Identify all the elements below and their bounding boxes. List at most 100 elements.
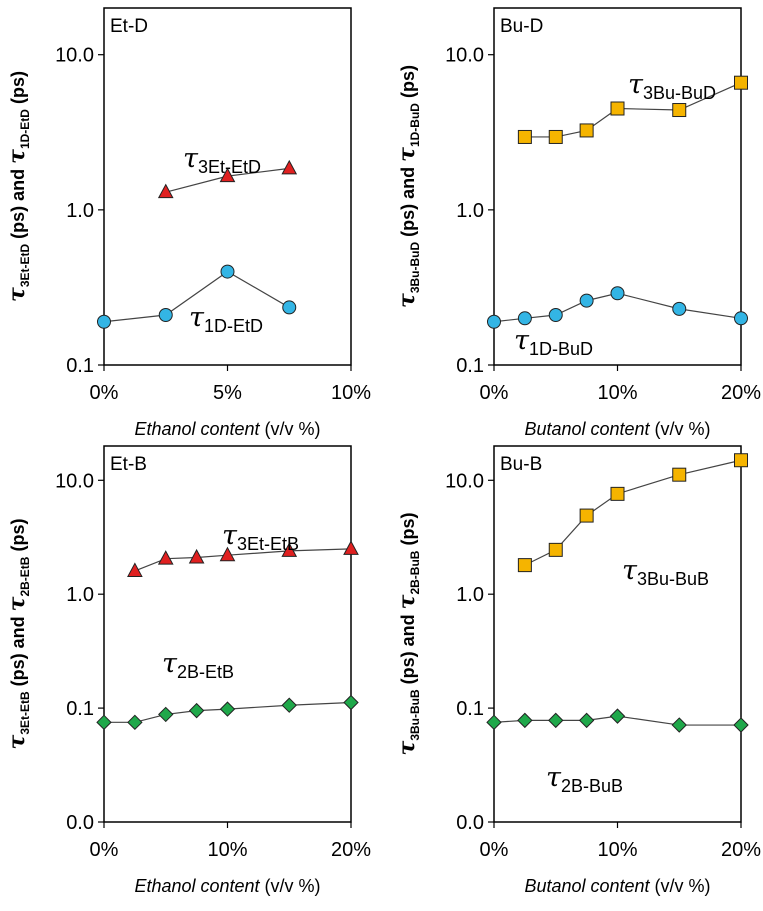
x-tick-label: 5% <box>213 382 242 404</box>
x-tick-label: 20% <box>721 382 761 404</box>
data-point-triangle <box>127 562 143 577</box>
data-point-triangle <box>281 542 298 557</box>
annotation-symbol: τ <box>222 520 238 551</box>
data-point-square <box>579 508 594 523</box>
x-axis-label-italic: Ethanol content <box>134 419 260 439</box>
data-point-square <box>734 75 748 90</box>
y-axis-symbol: τ <box>4 287 30 302</box>
data-point-diamond <box>486 714 502 731</box>
y-tick-label: 0.1 <box>456 355 484 377</box>
x-tick-label: 10% <box>331 382 371 404</box>
data-point-circle <box>734 311 748 326</box>
annotation-symbol: τ <box>183 143 199 174</box>
chart-panel-bu-b: Bu-B 0.0 0.1 1.0 10.0 0% 10% 20% Butanol content… <box>394 445 761 896</box>
y-axis-symbol: τ <box>4 734 30 749</box>
data-point-square <box>548 542 563 557</box>
x-axis-label: Butanol content (v/v %) <box>524 876 710 896</box>
data-point-diamond <box>127 714 143 731</box>
data-point-circle <box>517 311 532 326</box>
y-axis-label-text: (ps) <box>398 513 418 551</box>
corner-label: Bu-B <box>500 454 542 475</box>
series-annotation: τ1D-EtD <box>189 302 263 336</box>
y-axis-subscript: 1D-EtD <box>18 109 32 149</box>
annotation-subscript: 1D-BuD <box>529 339 593 359</box>
data-point-square <box>610 101 625 116</box>
data-point-diamond <box>158 706 174 723</box>
plot-frame <box>493 445 742 823</box>
corner-label: Et-D <box>110 16 148 37</box>
y-tick-label: 0.1 <box>66 355 94 377</box>
data-point-circle <box>97 314 111 329</box>
annotation-subscript: 3Bu-BuD <box>643 83 716 103</box>
series-annotation: τ2B-BuB <box>546 762 623 796</box>
y-axis-label: τ3Bu-BuD (ps) and τ1D-BuD (ps) <box>394 65 422 308</box>
x-tick-label: 20% <box>331 839 371 861</box>
y-axis-symbol: τ <box>394 293 420 308</box>
data-point-diamond <box>733 717 749 733</box>
data-point-circle <box>487 314 501 329</box>
x-axis-label: Ethanol content (v/v %) <box>134 419 320 439</box>
y-axis-symbol: τ <box>4 149 30 164</box>
annotation-subscript: 2B-BuB <box>561 776 623 796</box>
x-tick-label: 10% <box>207 839 247 861</box>
data-point-circle <box>220 264 235 279</box>
data-point-diamond <box>96 714 112 731</box>
data-point-triangle <box>157 550 174 565</box>
annotation-subscript: 3Bu-BuB <box>637 569 709 589</box>
data-point-square <box>672 103 687 118</box>
y-axis-symbol: τ <box>394 594 420 609</box>
y-tick-label: 0.0 <box>66 812 94 834</box>
data-point-square <box>548 129 563 144</box>
plot-frame <box>493 7 742 366</box>
annotation-symbol: τ <box>628 69 644 100</box>
y-axis-symbol: τ <box>394 147 420 162</box>
y-axis-label-text: (ps) <box>8 519 28 557</box>
x-axis-label-italic: Butanol content <box>524 419 650 439</box>
data-point-diamond <box>281 697 297 713</box>
y-tick-label: 0.1 <box>66 698 94 720</box>
x-axis-label-unit: (v/v %) <box>260 419 321 439</box>
x-tick-label: 10% <box>597 382 637 404</box>
x-axis-label-unit: (v/v %) <box>260 876 321 896</box>
annotation-subscript: 2B-EtB <box>177 662 234 682</box>
x-axis-label-unit: (v/v %) <box>650 876 711 896</box>
chart-panel-et-d: Et-D 0.1 1.0 10.0 0% 5% 10% Ethanol content (v/… <box>4 7 371 439</box>
data-point-triangle <box>157 183 174 199</box>
series-annotation: τ3Bu-BuD <box>628 69 716 103</box>
y-axis-label: τ3Et-EtB (ps) and τ2B-EtB (ps) <box>4 519 32 750</box>
y-tick-label: 1.0 <box>456 200 484 222</box>
data-point-square <box>517 129 532 144</box>
y-axis-label: τ3Bu-BuB (ps) and τ2B-BuB (ps) <box>394 513 422 756</box>
annotation-subscript: 3Et-EtD <box>198 157 261 177</box>
data-point-diamond <box>609 708 626 724</box>
y-axis-label-text: (ps) <box>8 71 28 109</box>
y-axis-label-text: (ps) and <box>398 609 418 689</box>
y-axis-subscript: 3Et-EtD <box>18 244 32 288</box>
y-tick-label: 10.0 <box>55 470 94 492</box>
x-tick-label: 0% <box>90 839 119 861</box>
x-axis-label-italic: Butanol content <box>524 876 650 896</box>
x-tick-label: 0% <box>90 382 119 404</box>
y-axis-label-text: (ps) and <box>8 611 28 691</box>
data-point-triangle <box>281 159 298 175</box>
x-axis-label-unit: (v/v %) <box>650 419 711 439</box>
data-point-circle <box>672 301 687 316</box>
series-line-1 <box>103 270 290 323</box>
data-point-diamond <box>578 712 595 729</box>
data-point-circle <box>579 293 594 308</box>
y-axis-label-text: (ps) and <box>8 164 28 244</box>
data-point-triangle <box>188 548 205 564</box>
y-axis-subscript: 3Bu-BuB <box>408 689 422 741</box>
annotation-subscript: 3Et-EtB <box>237 534 299 554</box>
data-point-circle <box>548 308 563 323</box>
data-point-circle <box>610 286 625 301</box>
annotation-subscript: 1D-EtD <box>204 316 263 336</box>
data-point-circle <box>282 300 297 315</box>
annotation-symbol: τ <box>622 555 638 586</box>
data-point-diamond <box>517 712 533 729</box>
x-tick-label: 10% <box>597 839 637 861</box>
y-tick-label: 1.0 <box>66 584 94 606</box>
y-axis-subscript: 2B-EtB <box>18 556 32 596</box>
x-tick-label: 0% <box>480 839 509 861</box>
data-point-diamond <box>188 702 205 719</box>
